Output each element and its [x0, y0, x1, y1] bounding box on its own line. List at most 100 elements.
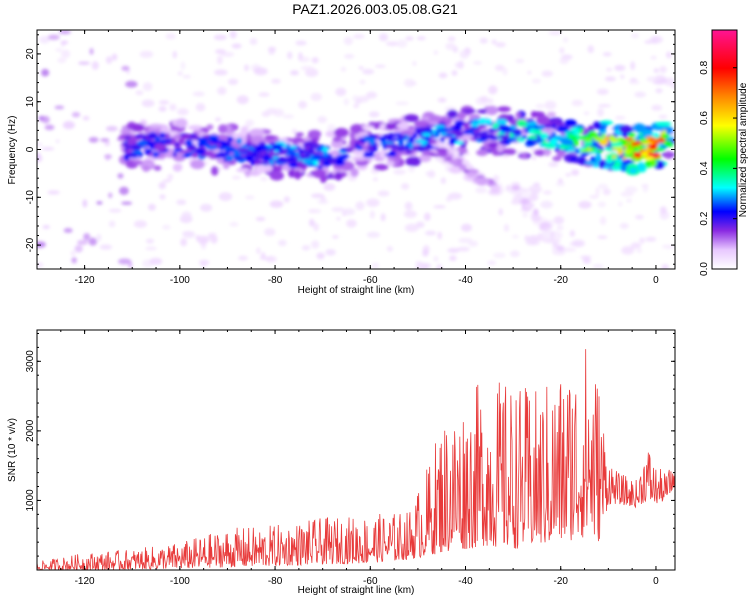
spectrogram-noise-blob [291, 128, 297, 135]
spectrogram-noise-blob [582, 258, 592, 264]
spectrogram-ridge-core [665, 126, 673, 134]
spectrogram-noise-blob [192, 91, 205, 97]
snr-x-tick-label: -40 [458, 576, 473, 587]
spectrogram-ridge-core [236, 137, 243, 145]
spectrogram-ridge-core [312, 153, 323, 161]
spectrogram-noise-blob [290, 70, 299, 76]
spectrogram-ridge-core [227, 136, 234, 143]
spectrogram-ridge-core [557, 125, 570, 133]
spectrogram-ridge-halo [172, 163, 183, 172]
spectrogram-noise-blob [169, 103, 177, 111]
spectrogram-ridge-halo [132, 160, 144, 165]
spectrogram-noise-blob [433, 205, 446, 209]
spectrogram-ridge-halo [533, 149, 546, 157]
spectrogram-noise-blob [198, 259, 210, 266]
spectrogram-ridge-core [388, 150, 397, 157]
spectrogram-noise-blob [210, 234, 218, 244]
spectrogram-ridge-core [527, 135, 539, 140]
spectrogram-noise-blob [493, 252, 506, 259]
spectrogram-ridge-core [556, 245, 565, 252]
spectrogram-ridge-halo [405, 156, 421, 167]
spectrogram-ridge-core [570, 126, 581, 134]
spectrogram-ridge-core [273, 152, 281, 157]
spectrogram-ridge-core [489, 136, 499, 141]
spectrogram-ridge-halo [379, 123, 387, 129]
spectrogram-noise-blob [541, 70, 553, 77]
spectrogram-ridge-core [583, 141, 593, 147]
spectrogram-ridge-core [459, 164, 467, 171]
spectrogram-noise-blob [662, 244, 675, 249]
spectrogram-noise-blob [42, 225, 51, 229]
spectrogram-noise-blob [55, 48, 63, 52]
spectrogram-noise-blob [119, 186, 129, 196]
spectrogram-noise-blob [645, 236, 657, 242]
spectrogram-ridge-core [250, 159, 255, 167]
spectrogram-noise-blob [311, 240, 320, 249]
spectrogram-noise-blob [214, 69, 228, 76]
spectrogram-ridge-core [661, 133, 670, 139]
spectrogram-noise-blob [142, 82, 153, 91]
spectrogram-noise-blob [244, 64, 249, 72]
spectrogram-noise-blob [100, 138, 110, 142]
spectrogram-noise-blob [353, 103, 360, 109]
spectrogram-x-tick-label: -40 [458, 275, 473, 286]
spectrogram-noise-blob [260, 177, 268, 181]
spectrogram-ridge-core [482, 130, 489, 135]
spectrogram-noise-blob [614, 116, 626, 120]
spectrogram-x-tick-label: -100 [170, 275, 190, 286]
spectrogram-noise-blob [105, 56, 113, 64]
spectrogram-noise-blob [624, 186, 638, 194]
spectrogram-ridge-core [399, 138, 404, 145]
spectrogram-ridge-halo [627, 132, 636, 138]
spectrogram-noise-blob [108, 192, 113, 199]
spectrogram-noise-blob [308, 208, 317, 213]
spectrogram-ridge-core [185, 139, 193, 147]
spectrogram-noise-blob [332, 235, 339, 239]
spectrogram-noise-blob [543, 190, 552, 195]
spectrogram-noise-blob [199, 238, 208, 246]
spectrogram-noise-blob [180, 61, 186, 70]
spectrogram-noise-blob [343, 54, 355, 59]
spectrogram-ridge-core [531, 215, 542, 222]
spectrogram-ridge-core [554, 135, 566, 142]
spectrogram-noise-blob [479, 37, 488, 44]
spectrogram-ridge-core [475, 177, 488, 181]
spectrogram-noise-blob [377, 190, 390, 197]
spectrogram-ridge-halo [637, 162, 646, 172]
spectrogram-noise-blob [258, 92, 270, 97]
spectrogram-ridge-core [601, 133, 606, 138]
snr-y-tick-label: 1000 [25, 489, 36, 512]
spectrogram-noise-blob [271, 78, 281, 84]
spectrogram-noise-blob [227, 78, 239, 85]
spectrogram-ridge-core [404, 145, 411, 150]
spectrogram-noise-blob [589, 195, 599, 199]
spectrogram-noise-blob [535, 103, 545, 109]
spectrogram-ridge-halo [530, 111, 537, 118]
spectrogram-noise-blob [232, 175, 241, 180]
spectrogram-noise-blob [58, 30, 71, 35]
spectrogram-ridge-core [253, 160, 262, 166]
spectrogram-noise-blob [503, 223, 510, 232]
spectrogram-ridge-halo [418, 154, 432, 163]
spectrogram-ridge-core [622, 156, 627, 160]
spectrogram-noise-blob [553, 216, 565, 225]
spectrogram-ridge-halo [521, 191, 531, 200]
spectrogram-noise-blob [558, 178, 563, 184]
spectrogram-ridge-halo [120, 128, 132, 135]
spectrogram-noise-blob [515, 59, 525, 63]
colorbar-tick-label: 0.4 [699, 161, 710, 175]
spectrogram-noise-blob [583, 111, 590, 116]
spectrogram-ridge-core [215, 142, 222, 148]
spectrogram-ridge-core [316, 165, 324, 169]
spectrogram-noise-blob [670, 84, 675, 89]
spectrogram-ridge-core [261, 156, 273, 161]
spectrogram-ridge-core [447, 156, 452, 162]
spectrogram-noise-blob [317, 199, 329, 204]
spectrogram-noise-blob [408, 166, 415, 173]
snr-x-ticks: -120 -100 -80 -60 -40 -20 0 [36, 330, 659, 587]
spectrogram-noise-blob [236, 95, 249, 105]
spectrogram-noise-blob [308, 218, 315, 227]
spectrogram-ridge-halo [153, 165, 162, 171]
spectrogram-noise-blob [380, 213, 386, 222]
